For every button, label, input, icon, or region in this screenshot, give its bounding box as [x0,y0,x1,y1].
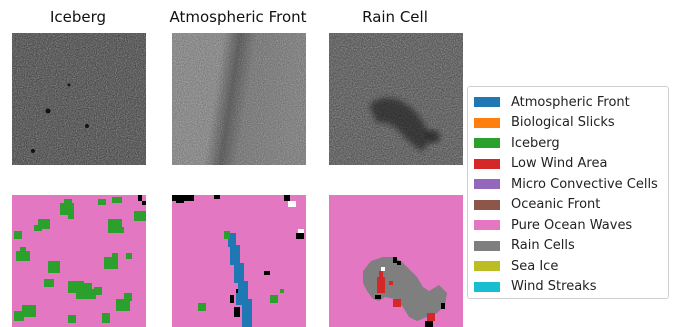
legend-label: Micro Convective Cells [511,176,658,192]
legend-swatch [474,138,500,149]
legend-item: Low Wind Area [474,154,662,175]
legend-label: Iceberg [511,135,560,151]
legend-label: Wind Streaks [511,279,597,295]
mask-atmospheric-front [172,195,306,327]
legend-swatch [474,220,500,231]
legend-item: Oceanic Front [474,195,662,216]
legend-swatch [474,158,500,169]
legend-label: Low Wind Area [511,156,608,172]
sar-image-rain-cell [329,33,463,165]
sar-image-atmospheric-front [172,33,306,165]
legend-swatch [474,117,500,128]
legend-swatch [474,281,500,292]
mask-iceberg [12,195,146,327]
mask-rain-cell [329,195,463,327]
legend-item: Micro Convective Cells [474,174,662,195]
legend-label: Sea Ice [511,258,559,274]
legend-swatch [474,199,500,210]
legend-item: Iceberg [474,133,662,154]
legend-label: Rain Cells [511,238,575,254]
legend-swatch [474,261,500,272]
legend-swatch [474,97,500,108]
legend-label: Oceanic Front [511,197,601,213]
legend-label: Biological Slicks [511,115,615,131]
column-title-rain-cell: Rain Cell [362,8,428,26]
column-title-iceberg: Iceberg [49,8,107,26]
legend-swatch [474,179,500,190]
legend-item: Atmospheric Front [474,92,662,113]
legend-label: Pure Ocean Waves [511,217,633,233]
legend-item: Biological Slicks [474,113,662,134]
column-title-atmospheric-front: Atmospheric Front [169,8,307,26]
legend-item: Sea Ice [474,256,662,277]
legend-item: Rain Cells [474,236,662,257]
legend-label: Atmospheric Front [511,94,630,110]
legend-item: Wind Streaks [474,277,662,298]
legend-swatch [474,240,500,251]
sar-image-iceberg [12,33,146,165]
legend: Atmospheric Front Biological Slicks Iceb… [467,86,669,299]
legend-item: Pure Ocean Waves [474,215,662,236]
